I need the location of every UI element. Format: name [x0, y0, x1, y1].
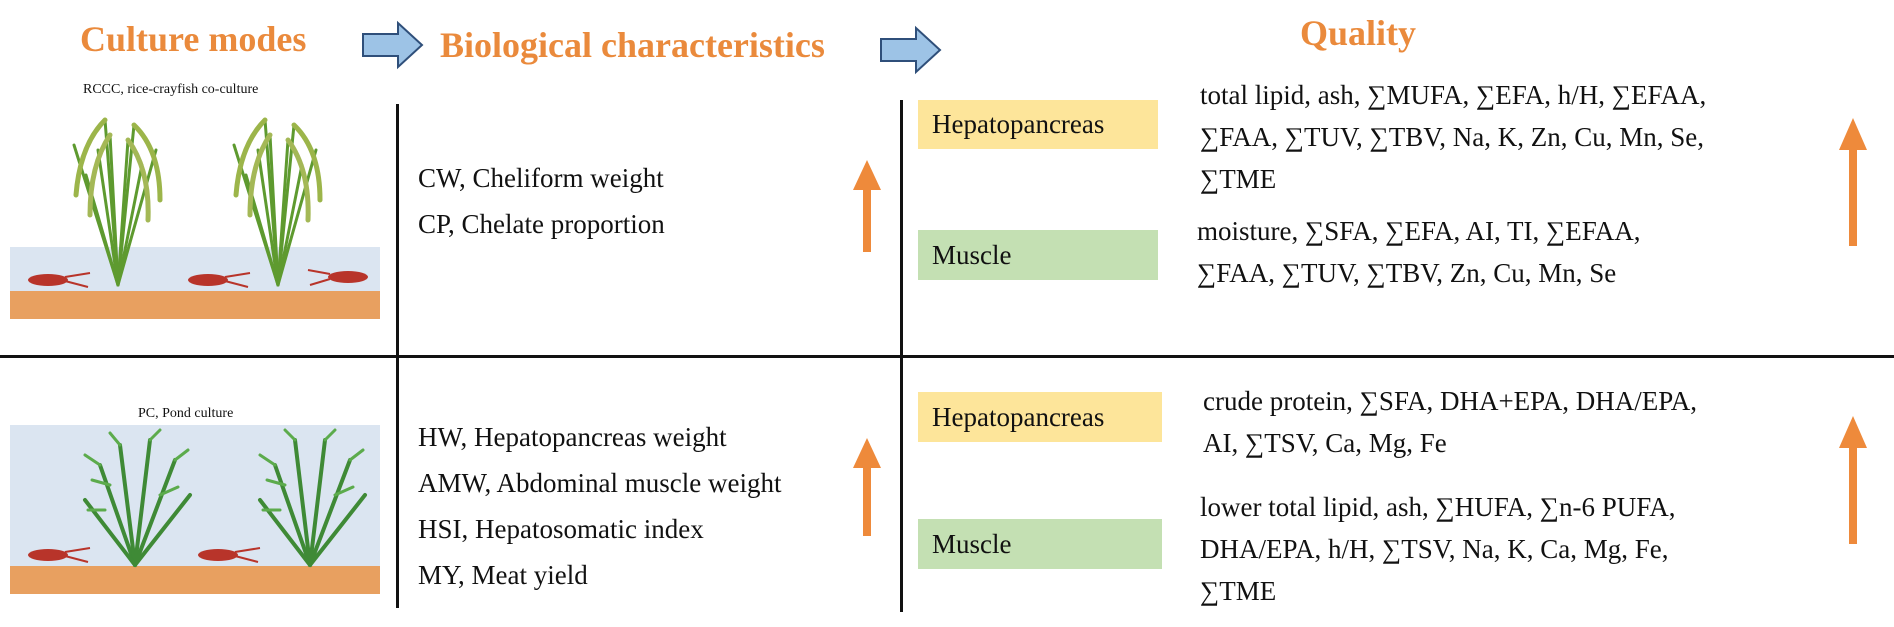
list-item: AMW, Abdominal muscle weight [418, 468, 782, 498]
rccc-caption: RCCC, rice-crayfish co-culture [83, 82, 259, 97]
quality-line: lower total lipid, ash, ∑HUFA, ∑n-6 PUFA… [1200, 492, 1676, 522]
quality-line: total lipid, ash, ∑MUFA, ∑EFA, h/H, ∑EFA… [1200, 80, 1707, 110]
rice-crayfish-illustration [10, 117, 380, 319]
list-item: CP, Chelate proportion [418, 209, 665, 239]
waterweed-icon [83, 428, 192, 567]
rccc-hepatopancreas-quality: total lipid, ash, ∑MUFA, ∑EFA, h/H, ∑EFA… [1200, 74, 1706, 200]
waterweed-icon [258, 428, 367, 567]
pc-hepatopancreas-tag: Hepatopancreas [918, 392, 1162, 442]
rccc-muscle-quality: moisture, ∑SFA, ∑EFA, AI, TI, ∑EFAA, ∑FA… [1197, 210, 1641, 294]
rice-plant-icon [72, 117, 163, 287]
quality-line: ∑TME [1200, 164, 1277, 194]
header-culture-modes: Culture modes [80, 19, 307, 59]
pc-biological-list: HW, Hepatopancreas weight AMW, Abdominal… [418, 414, 781, 598]
rccc-hepatopancreas-tag: Hepatopancreas [918, 100, 1158, 149]
column-divider-right [900, 100, 903, 612]
rccc-biological-list: CW, Cheliform weight CP, Chelate proport… [418, 155, 665, 247]
up-arrow-icon [1839, 118, 1867, 246]
up-arrow-icon [853, 160, 881, 252]
quality-line: AI, ∑TSV, Ca, Mg, Fe [1203, 428, 1447, 458]
quality-line: DHA/EPA, h/H, ∑TSV, Na, K, Ca, Mg, Fe, [1200, 534, 1669, 564]
rccc-muscle-tag: Muscle [918, 230, 1158, 280]
rice-plant-icon [232, 117, 323, 287]
pc-muscle-tag: Muscle [918, 519, 1162, 569]
list-item: CW, Cheliform weight [418, 163, 664, 193]
flow-arrow-icon [880, 25, 942, 75]
list-item: MY, Meat yield [418, 560, 588, 590]
pc-hepatopancreas-quality: crude protein, ∑SFA, DHA+EPA, DHA/EPA, A… [1203, 380, 1697, 464]
list-item: HW, Hepatopancreas weight [418, 422, 727, 452]
pc-caption: PC, Pond culture [138, 406, 234, 421]
pc-muscle-quality: lower total lipid, ash, ∑HUFA, ∑n-6 PUFA… [1200, 486, 1675, 612]
list-item: HSI, Hepatosomatic index [418, 514, 704, 544]
crayfish-icon [28, 547, 261, 563]
row-divider [0, 355, 1894, 358]
pond-culture-illustration [10, 425, 380, 594]
up-arrow-icon [853, 438, 881, 536]
crayfish-icon [28, 269, 368, 288]
flow-arrow-icon [362, 20, 424, 70]
quality-line: moisture, ∑SFA, ∑EFA, AI, TI, ∑EFAA, [1197, 216, 1641, 246]
up-arrow-icon [1839, 416, 1867, 544]
quality-line: crude protein, ∑SFA, DHA+EPA, DHA/EPA, [1203, 386, 1697, 416]
header-biological-characteristics: Biological characteristics [440, 25, 825, 65]
quality-line: ∑TME [1200, 576, 1277, 606]
quality-line: ∑FAA, ∑TUV, ∑TBV, Na, K, Zn, Cu, Mn, Se, [1200, 122, 1705, 152]
header-quality: Quality [1300, 13, 1417, 53]
quality-line: ∑FAA, ∑TUV, ∑TBV, Zn, Cu, Mn, Se [1197, 258, 1617, 288]
column-divider-left [396, 104, 399, 608]
